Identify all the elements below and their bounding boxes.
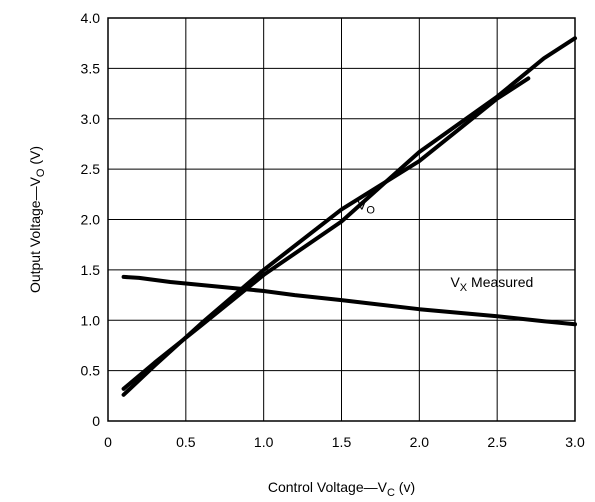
series-line-VX-measured — [121, 274, 577, 327]
x-axis-title-sub: C — [387, 487, 395, 499]
x-tick-label: 1.0 — [254, 434, 274, 450]
series-layer — [121, 36, 577, 397]
y-tick-label: 4.0 — [81, 10, 101, 26]
annotation-sub: X — [460, 282, 468, 294]
plot-frame — [107, 17, 576, 422]
annotation-tail: Measured — [467, 274, 533, 290]
y-tick-label: 2.0 — [81, 212, 101, 228]
x-axis-title-main: Control Voltage—V — [268, 479, 388, 495]
y-tick-label: 3.5 — [81, 60, 101, 76]
x-tick-label: 1.5 — [332, 434, 352, 450]
annotation-main: V — [450, 274, 460, 290]
y-axis-title-main: Output Voltage—V — [27, 176, 43, 293]
y-tick-label: 2.5 — [81, 161, 101, 177]
x-tick-label: 2.5 — [487, 434, 507, 450]
annotation-1: VX Measured — [450, 274, 533, 294]
annotation-main: V — [357, 196, 367, 212]
y-tick-label: 1.0 — [81, 312, 101, 328]
series-line-VO-a — [121, 76, 531, 397]
x-tick-label: 0.5 — [176, 434, 196, 450]
x-axis-title-tail: (v) — [395, 479, 415, 495]
x-tick-label: 2.0 — [410, 434, 430, 450]
annotation-sub: O — [366, 204, 375, 216]
grid — [107, 17, 576, 422]
x-tick-label: 0 — [104, 434, 112, 450]
y-tick-label: 1.5 — [81, 262, 101, 278]
x-tick-labels: 0 0.5 1.0 1.5 2.0 2.5 3.0 — [104, 434, 585, 450]
series-line-VO-b — [121, 36, 577, 391]
y-axis-title-tail: (V) — [27, 146, 43, 169]
y-axis-title: Output Voltage—VO (V) — [27, 146, 47, 293]
annotation-0: VO — [357, 196, 375, 216]
y-tick-label: 0.5 — [81, 363, 101, 379]
x-axis-title: Control Voltage—VC (v) — [268, 479, 415, 499]
y-axis-title-sub: O — [35, 168, 47, 177]
x-tick-label: 3.0 — [565, 434, 585, 450]
y-tick-label: 0 — [92, 413, 100, 429]
y-tick-labels: 0 0.5 1.0 1.5 2.0 2.5 3.0 3.5 4.0 — [81, 10, 101, 429]
y-tick-label: 3.0 — [81, 111, 101, 127]
